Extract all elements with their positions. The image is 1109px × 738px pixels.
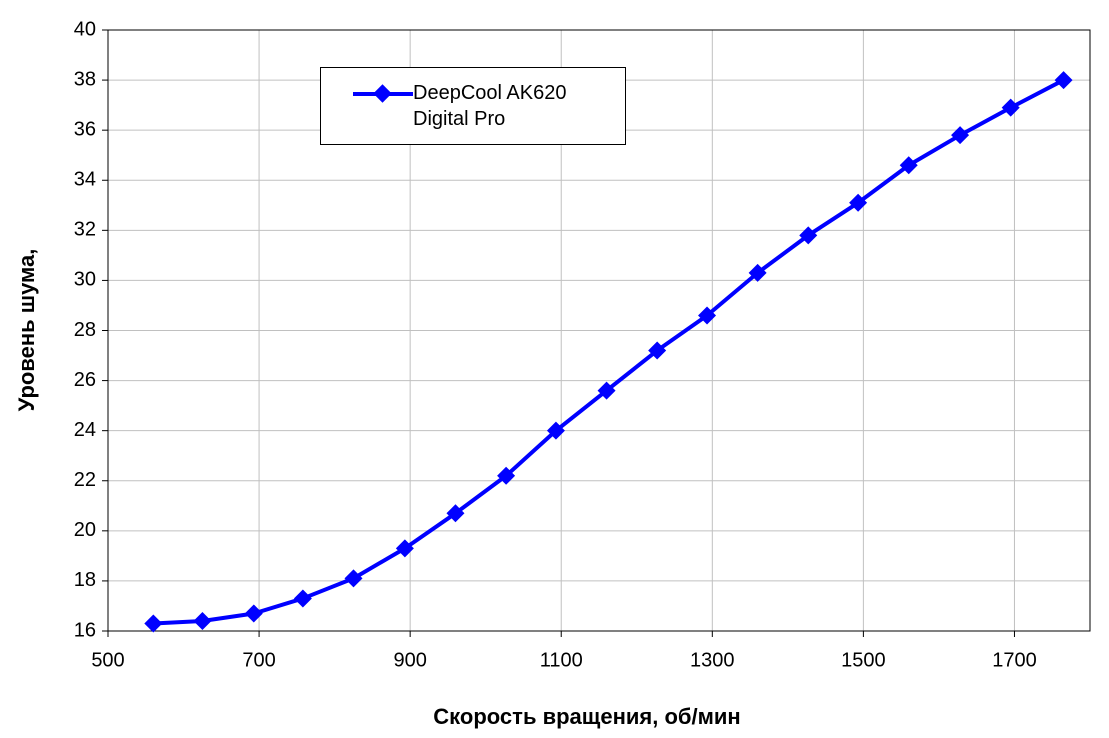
point bbox=[497, 466, 516, 485]
legend: DeepCool AK620 Digital Pro bbox=[320, 67, 626, 145]
point bbox=[446, 504, 465, 523]
point bbox=[293, 589, 312, 608]
point bbox=[799, 226, 818, 245]
point bbox=[698, 306, 717, 325]
point bbox=[144, 614, 163, 633]
point bbox=[597, 381, 616, 400]
point bbox=[648, 341, 667, 360]
point bbox=[193, 611, 212, 630]
point bbox=[1001, 98, 1020, 117]
plot-frame bbox=[107, 29, 1091, 632]
line bbox=[153, 78, 1065, 626]
y-tick-label: 16 bbox=[74, 619, 96, 641]
y-tick-label: 22 bbox=[74, 469, 96, 491]
x-tick-label: 700 bbox=[242, 649, 275, 671]
x-tick-label: 1700 bbox=[992, 649, 1037, 671]
y-tick-label: 20 bbox=[74, 519, 96, 541]
point bbox=[395, 539, 414, 558]
y-tick-label: 18 bbox=[74, 569, 96, 591]
y-axis-label: Уровень шума, bbox=[14, 249, 39, 412]
point bbox=[546, 421, 565, 440]
y-tick-label: 32 bbox=[74, 219, 96, 241]
point bbox=[344, 569, 363, 588]
point bbox=[951, 126, 970, 145]
y-tick-label: 30 bbox=[74, 269, 96, 291]
y-tick-label: 38 bbox=[74, 68, 96, 90]
x-tick-label: 1500 bbox=[841, 649, 886, 671]
x-tick-label: 1300 bbox=[690, 649, 735, 671]
legend-marker bbox=[373, 84, 392, 103]
y-tick-label: 36 bbox=[74, 118, 96, 140]
x-axis-label: Скорость вращения, об/мин bbox=[433, 704, 740, 729]
x-tick-label: 900 bbox=[393, 649, 426, 671]
x-tick-label: 1100 bbox=[540, 649, 583, 671]
y-tick-label: 24 bbox=[74, 419, 96, 441]
point bbox=[748, 263, 767, 282]
y-tick-label: 34 bbox=[74, 169, 96, 191]
y-tick-label: 40 bbox=[74, 18, 96, 40]
y-tick-label: 28 bbox=[74, 319, 96, 341]
point bbox=[1054, 71, 1073, 90]
point bbox=[899, 156, 918, 175]
y-tick-label: 26 bbox=[74, 369, 96, 391]
point bbox=[244, 604, 263, 623]
point bbox=[849, 193, 868, 212]
legend-label: DeepCool AK620 Digital Pro bbox=[413, 82, 567, 130]
x-tick-label: 500 bbox=[91, 649, 124, 671]
